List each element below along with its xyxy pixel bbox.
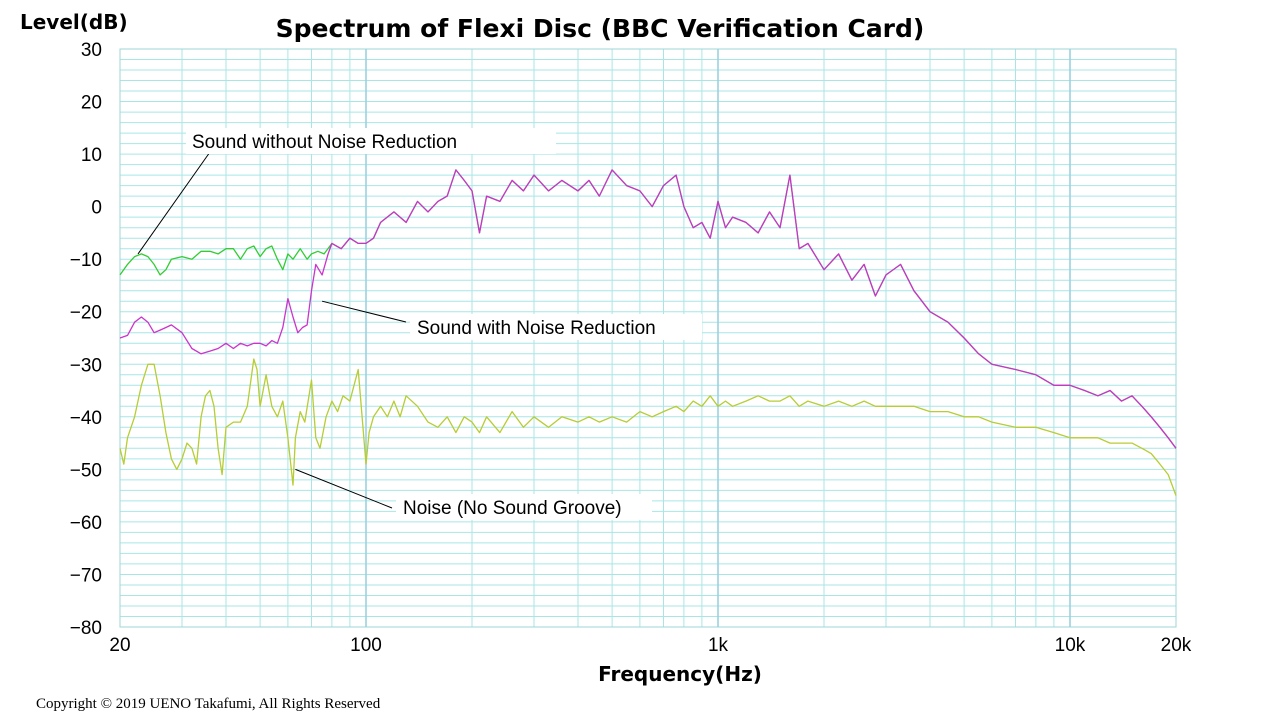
annotation-bg-2 [396, 494, 652, 520]
y-tick-label: 20 [81, 93, 102, 114]
copyright-text: Copyright © 2019 UENO Takafumi, All Righ… [36, 696, 381, 712]
x-tick-label: 20 [109, 635, 130, 656]
callout-line-0 [137, 151, 211, 255]
y-tick-label: −50 [70, 460, 102, 481]
callout-lines [137, 151, 407, 509]
y-axis-title: Level(dB) [20, 10, 128, 34]
y-tick-label: −60 [70, 513, 102, 534]
series-layer [119, 169, 1177, 496]
x-axis-title: Frequency(Hz) [598, 662, 762, 686]
y-tick-label: 10 [81, 145, 102, 166]
y-tick-label: −30 [70, 355, 102, 376]
x-tick-label: 10k [1055, 635, 1086, 656]
x-tick-label: 20k [1161, 635, 1192, 656]
y-tick-label: −40 [70, 408, 102, 429]
y-tick-label: 0 [91, 198, 102, 219]
x-tick-label: 1k [708, 635, 729, 656]
series-line-sound-with-noise-reduction [119, 169, 1177, 449]
y-tick-label: −10 [70, 250, 102, 271]
annotation-sound-without-nr: Sound without Noise Reduction [192, 132, 457, 153]
annotation-sound-with-nr: Sound with Noise Reduction [417, 318, 656, 339]
y-tick-label: −20 [70, 303, 102, 324]
y-tick-label: −80 [70, 618, 102, 639]
annotation-noise: Noise (No Sound Groove) [403, 498, 622, 519]
y-tick-label: −70 [70, 566, 102, 587]
y-tick-labels: 30 20 10 0 −10 −20 −30 −40 −50 −60 −70 −80 [70, 40, 102, 639]
annotation-bg-1 [410, 314, 702, 340]
x-tick-labels: 20 100 1k 10k 20k [109, 635, 1191, 656]
y-tick-label: 30 [81, 40, 102, 61]
callout-line-1 [321, 300, 407, 323]
callout-line-2 [295, 468, 393, 509]
series-line-noise-no-sound-groove [119, 358, 1177, 496]
annotation-labels: Sound without Noise Reduction Sound with… [186, 128, 702, 520]
annotation-bg-0 [186, 128, 556, 154]
x-tick-label: 100 [350, 635, 382, 656]
chart-title: Spectrum of Flexi Disc (BBC Verification… [276, 14, 925, 43]
